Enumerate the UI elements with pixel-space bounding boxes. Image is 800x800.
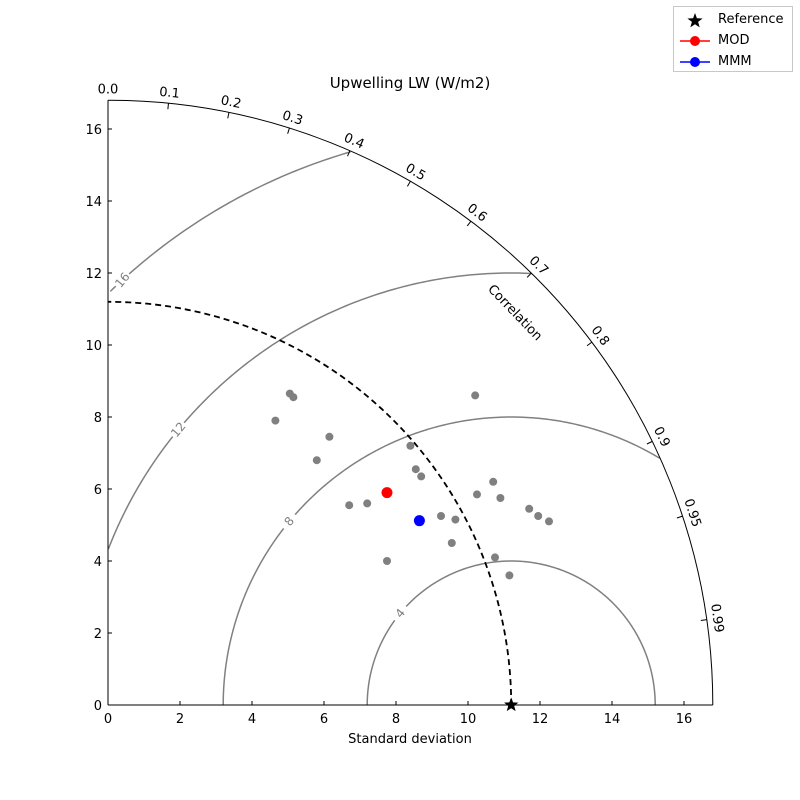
rms-contour-16 — [109, 151, 351, 292]
point-mmm — [413, 515, 425, 527]
correlation-tick — [526, 272, 532, 278]
model-point — [491, 553, 499, 562]
x-tick-label: 6 — [320, 712, 328, 727]
x-tick-label: 4 — [248, 712, 256, 727]
y-tick-label: 6 — [94, 483, 102, 498]
model-point — [489, 477, 498, 486]
y-tick-label: 16 — [85, 123, 102, 138]
point-mod — [381, 487, 393, 499]
correlation-tick-label: 0.5 — [403, 161, 428, 184]
correlation-tick — [466, 220, 472, 227]
model-point — [471, 391, 480, 400]
axes: 00 2 2 4 4 6 6 8 8 10 10 12 12 14 14 16 16 — [85, 100, 713, 727]
correlation-tick — [287, 127, 290, 134]
x-tick-label: 10 — [460, 712, 477, 727]
legend-item-reference: Reference — [674, 10, 792, 30]
y-tick-label: 0 — [94, 699, 102, 714]
correlation-tick-label: 0.99 — [707, 603, 726, 634]
model-point — [534, 512, 543, 520]
model-point — [271, 416, 280, 425]
model-point — [496, 494, 505, 502]
star-icon — [687, 13, 703, 28]
correlation-arc — [107, 99, 714, 706]
model-point — [363, 499, 372, 508]
legend-label: MMM — [718, 54, 752, 69]
x-tick-label: 14 — [604, 712, 621, 727]
legend: Reference MOD MMM — [673, 6, 793, 72]
model-point — [473, 490, 481, 499]
legend-label: Reference — [718, 12, 784, 27]
correlation-tick-label: 0.8 — [588, 323, 612, 349]
correlation-tick — [167, 103, 169, 110]
correlation-tick-label: 0.2 — [219, 93, 242, 112]
model-point — [417, 472, 426, 481]
correlation-tick-label: 0.6 — [464, 201, 490, 225]
model-point — [383, 557, 391, 565]
x-tick-label: 0 — [104, 712, 112, 727]
model-point — [325, 432, 334, 441]
y-tick-label: 4 — [94, 555, 102, 570]
correlation-axis: 0.0 0.1 0.20.30.40.50.60.70.80.90.950.99 — [98, 83, 726, 706]
correlation-tick — [700, 619, 707, 622]
model-point — [437, 512, 445, 520]
correlation-tick-label: 0.4 — [341, 131, 366, 153]
correlation-label: Correlation — [484, 282, 545, 344]
x-tick-label: 12 — [532, 712, 549, 727]
correlation-tick — [347, 150, 351, 157]
y-tick-label: 10 — [85, 339, 102, 354]
correlation-tick — [676, 515, 683, 519]
rms-contour-4 — [366, 560, 656, 705]
correlation-tick-label: 0.9 — [650, 424, 673, 449]
x-axis-label: Standard deviation — [348, 732, 472, 747]
model-point — [545, 517, 553, 526]
red-circle-line-icon — [680, 36, 710, 46]
model-point — [451, 515, 460, 524]
correlation-tick-label: 0.1 — [158, 85, 180, 102]
model-point — [525, 504, 534, 513]
correlation-tick-label: 0.95 — [680, 497, 703, 529]
rms-contour-8 — [222, 416, 661, 706]
y-tick-label: 2 — [94, 627, 102, 642]
reference-std-arc — [107, 300, 513, 706]
x-tick-label: 16 — [676, 712, 693, 727]
correlation-tick — [406, 180, 411, 187]
legend-item-mmm: MMM — [674, 52, 792, 72]
correlation-tick-label: 0.3 — [280, 108, 304, 129]
reference-star — [504, 697, 519, 712]
model-point — [406, 441, 415, 450]
x-tick-label: 2 — [176, 712, 184, 727]
model-point — [411, 465, 420, 474]
model-point — [289, 393, 298, 402]
model-point — [345, 501, 354, 510]
model-point — [312, 456, 321, 465]
rms-contour-label: 12 — [168, 419, 189, 440]
blue-circle-line-icon — [680, 57, 710, 67]
legend-label: MOD — [718, 33, 750, 48]
y-tick-label: 8 — [94, 411, 102, 426]
rms-contour-12 — [107, 272, 532, 550]
x-tick-label: 8 — [392, 712, 400, 727]
chart-title: Upwelling LW (W/m2) — [330, 74, 491, 92]
correlation-tick — [227, 112, 230, 119]
model-point — [447, 539, 456, 547]
correlation-tick-label: 0.0 — [98, 83, 119, 98]
model-points — [271, 389, 553, 712]
y-tick-label: 14 — [85, 195, 102, 210]
correlation-tick — [586, 341, 593, 347]
y-tick-label: 12 — [85, 267, 102, 282]
legend-item-mod: MOD — [674, 31, 792, 51]
correlation-tick — [646, 440, 653, 445]
model-point — [505, 571, 514, 580]
reference-std-arc — [107, 300, 513, 706]
